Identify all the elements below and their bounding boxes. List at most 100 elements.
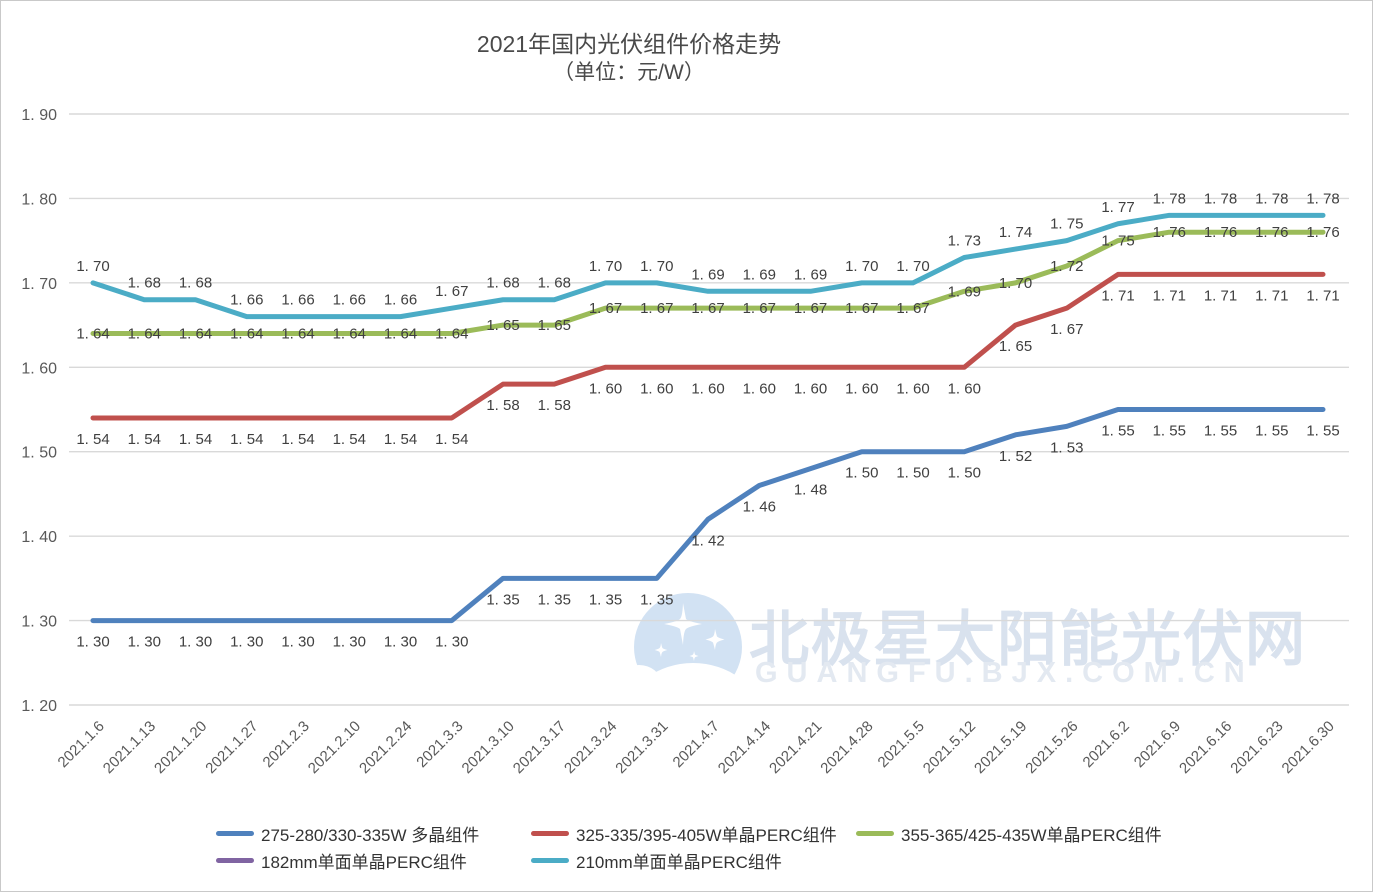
data-label: 1. 71 [1255, 287, 1288, 304]
series-line-2 [90, 229, 1326, 337]
data-label: 1. 71 [1101, 287, 1134, 304]
data-label: 1. 68 [128, 275, 161, 292]
data-label: 1. 71 [1204, 287, 1237, 304]
data-label: 1. 54 [435, 431, 468, 448]
data-label: 1. 60 [589, 380, 622, 397]
legend-swatch [856, 830, 894, 836]
data-label: 1. 70 [845, 258, 878, 275]
data-label: 1. 70 [76, 258, 109, 275]
data-label: 1. 50 [948, 465, 981, 482]
data-label: 1. 30 [435, 634, 468, 651]
data-label: 1. 78 [1255, 190, 1288, 207]
data-label: 1. 69 [691, 266, 724, 283]
legend-item-3: 182mm单面单晶PERC组件 [216, 847, 467, 873]
data-label: 1. 69 [794, 266, 827, 283]
plot-area: 1. 20 1. 30 1. 40 1. 50 1. 60 1. 70 1. 80 1. 90… [21, 107, 1349, 777]
data-label: 1. 30 [230, 634, 263, 651]
x-axis-tick-label: 2021.2.10 [305, 718, 364, 777]
x-axis-tick-label: 2021.6.2 [1080, 718, 1133, 771]
x-axis-tick-label: 2021.5.19 [971, 718, 1030, 777]
chart-title: 2021年国内光伏组件价格走势 [476, 31, 782, 57]
data-label: 1. 67 [589, 300, 622, 317]
data-label: 1. 71 [1306, 287, 1339, 304]
y-axis-tick-label: 1. 50 [21, 445, 57, 462]
data-label: 1. 67 [691, 300, 724, 317]
data-label: 1. 68 [486, 275, 519, 292]
legend-item-1: 325-335/395-405W单晶PERC组件 [531, 820, 837, 846]
series-line-0 [90, 407, 1326, 624]
data-label: 1. 65 [999, 338, 1032, 355]
series-line-4 [90, 212, 1326, 320]
x-axis-tick-label: 2021.4.7 [670, 718, 723, 771]
data-label: 1. 55 [1306, 423, 1339, 440]
data-label: 1. 75 [1050, 216, 1083, 233]
data-label: 1. 64 [230, 326, 263, 343]
x-axis-tick-label: 2021.2.24 [356, 718, 415, 777]
data-label: 1. 72 [1050, 258, 1083, 275]
data-label: 1. 58 [486, 397, 519, 414]
data-label: 1. 74 [999, 224, 1032, 241]
data-label: 1. 48 [794, 482, 827, 499]
x-axis-tick-label: 2021.1.13 [100, 718, 159, 777]
data-label: 1. 30 [384, 634, 417, 651]
data-label: 1. 64 [128, 326, 161, 343]
y-axis-tick-label: 1. 20 [21, 698, 57, 715]
legend-swatch [216, 857, 254, 863]
x-axis-tick-label: 2021.3.31 [612, 718, 671, 777]
data-label: 1. 35 [538, 591, 571, 608]
legend-label: 325-335/395-405W单晶PERC组件 [576, 825, 837, 845]
data-label: 1. 70 [999, 275, 1032, 292]
legend-swatch [531, 830, 569, 836]
data-label: 1. 76 [1153, 224, 1186, 241]
data-label: 1. 67 [435, 283, 468, 300]
data-label: 1. 76 [1306, 224, 1339, 241]
data-label: 1. 30 [179, 634, 212, 651]
data-label: 1. 60 [794, 380, 827, 397]
x-axis-tick-label: 2021.3.24 [561, 718, 620, 777]
data-label: 1. 42 [691, 532, 724, 549]
x-axis-tick-label: 2021.3.10 [459, 718, 518, 777]
legend-swatch [531, 857, 569, 863]
x-axis-tick-label: 2021.6.16 [1176, 718, 1235, 777]
data-label: 1. 69 [743, 266, 776, 283]
x-axis-tick-label: 2021.6.23 [1227, 718, 1286, 777]
y-axis-tick-label: 1. 80 [21, 191, 57, 208]
chart-subtitle: （单位：元/W） [553, 61, 705, 84]
data-label: 1. 35 [640, 591, 673, 608]
title-block: 2021年国内光伏组件价格走势 （单位：元/W） [1, 29, 1257, 87]
data-label: 1. 54 [128, 431, 161, 448]
legend-item-0: 275-280/330-335W 多晶组件 [216, 820, 479, 846]
data-label: 1. 67 [794, 300, 827, 317]
series-line-1 [90, 271, 1326, 421]
data-label: 1. 35 [486, 591, 519, 608]
data-label: 1. 65 [538, 317, 571, 334]
data-label: 1. 54 [179, 431, 212, 448]
data-label: 1. 70 [640, 258, 673, 275]
x-axis-tick-label: 2021.5.12 [920, 718, 979, 777]
y-axis-tick-label: 1. 90 [21, 107, 57, 124]
data-label: 1. 60 [896, 380, 929, 397]
legend-label: 210mm单面单晶PERC组件 [576, 852, 782, 872]
data-label: 1. 65 [486, 317, 519, 334]
data-label: 1. 66 [384, 292, 417, 309]
data-label: 1. 54 [76, 431, 109, 448]
x-axis-tick-label: 2021.4.14 [715, 718, 774, 777]
data-label: 1. 35 [589, 591, 622, 608]
data-label: 1. 52 [999, 448, 1032, 465]
data-label: 1. 66 [230, 292, 263, 309]
data-label: 1. 67 [845, 300, 878, 317]
data-label: 1. 67 [640, 300, 673, 317]
data-label: 1. 50 [896, 465, 929, 482]
x-axis-tick-label: 2021.5.26 [1022, 718, 1081, 777]
data-label: 1. 60 [691, 380, 724, 397]
data-label: 1. 67 [1050, 321, 1083, 338]
legend-item-2: 355-365/425-435W单晶PERC组件 [856, 820, 1162, 846]
legend-item-4: 210mm单面单晶PERC组件 [531, 847, 782, 873]
data-label: 1. 64 [384, 326, 417, 343]
y-axis-tick-label: 1. 40 [21, 529, 57, 546]
data-label: 1. 55 [1153, 423, 1186, 440]
data-label: 1. 55 [1204, 423, 1237, 440]
data-label: 1. 71 [1153, 287, 1186, 304]
data-label: 1. 55 [1255, 423, 1288, 440]
